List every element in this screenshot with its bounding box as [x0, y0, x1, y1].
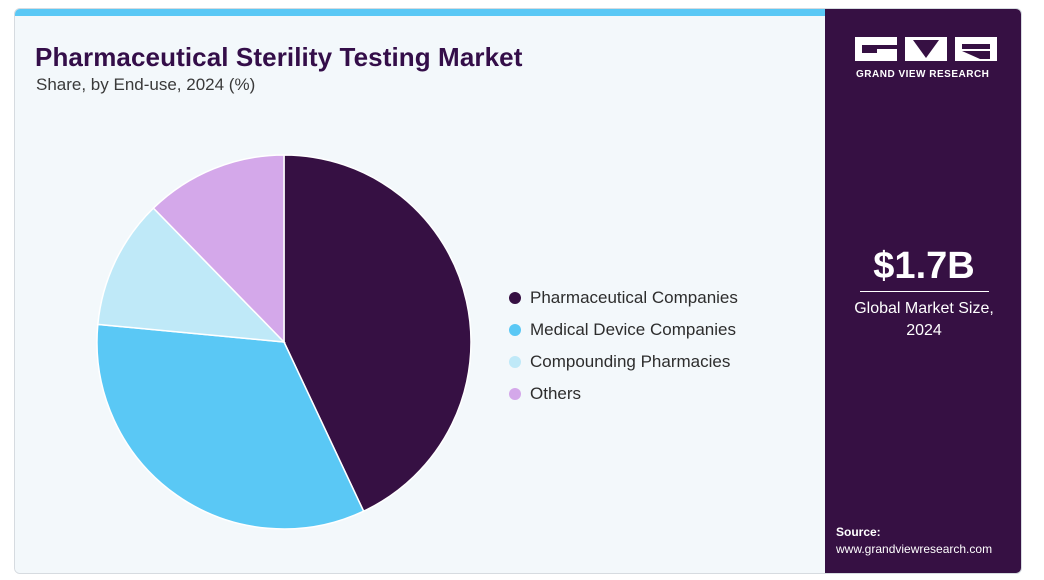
market-size-label: Global Market Size, 2024 [825, 298, 1021, 342]
pie-slice-medical-device-companies [96, 323, 365, 530]
pie-slice-others [152, 154, 285, 344]
chart-title: Pharmaceutical Sterility Testing Market [35, 42, 523, 72]
legend-swatch [509, 356, 521, 368]
legend-item: Compounding Pharmacies [509, 346, 738, 378]
pie-chart [96, 154, 472, 530]
chart-legend: Pharmaceutical Companies Medical Device C… [509, 282, 738, 410]
info-panel: GRAND VIEW RESEARCH $1.7B Global Market … [825, 9, 1021, 573]
legend-item: Pharmaceutical Companies [509, 282, 738, 314]
market-size-label-line1: Global Market Size, [854, 300, 994, 317]
legend-item: Others [509, 378, 738, 410]
source-label: Source: [836, 525, 881, 539]
legend-swatch [509, 324, 521, 336]
chart-subtitle: Share, by End-use, 2024 (%) [36, 75, 256, 94]
accent-bar [15, 9, 825, 16]
legend-label: Medical Device Companies [530, 320, 736, 339]
market-size-value: $1.7B [873, 245, 975, 287]
legend-swatch [509, 388, 521, 400]
pie-slice-compounding-pharmacies [97, 207, 286, 343]
pie-slice-pharmaceutical-companies [283, 154, 472, 513]
chart-card: Pharmaceutical Sterility Testing Market … [14, 8, 1022, 574]
legend-item: Medical Device Companies [509, 314, 738, 346]
grand-view-research-logo [855, 37, 997, 61]
legend-label: Others [530, 384, 582, 403]
logo-text: GRAND VIEW RESEARCH [856, 69, 990, 80]
chart-panel: Pharmaceutical Sterility Testing Market … [15, 16, 825, 573]
source-url[interactable]: www.grandviewresearch.com [836, 542, 993, 556]
legend-swatch [509, 292, 521, 304]
divider [860, 291, 989, 292]
legend-label: Compounding Pharmacies [530, 352, 731, 371]
legend-label: Pharmaceutical Companies [530, 288, 738, 307]
market-size-label-line2: 2024 [906, 322, 942, 339]
